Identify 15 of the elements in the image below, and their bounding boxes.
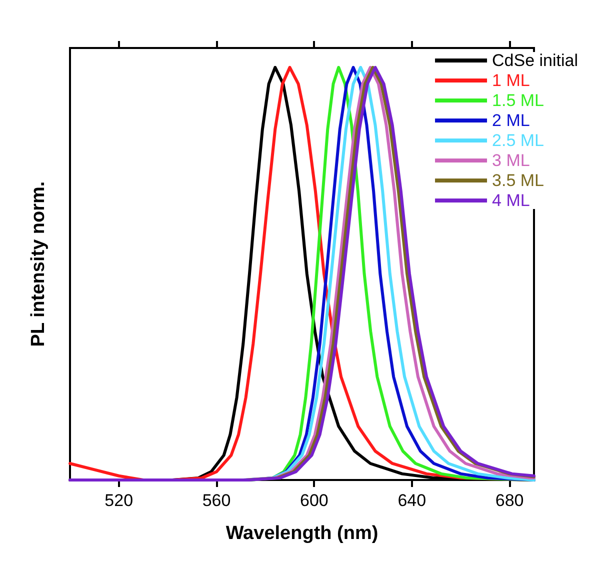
x-tick-label: 640 — [398, 491, 426, 510]
legend-label: 2.5 ML — [492, 131, 544, 150]
legend-label: 1 ML — [492, 71, 530, 90]
x-tick-label: 520 — [104, 491, 134, 510]
x-tick-label: 600 — [300, 491, 328, 510]
legend-label: 3 ML — [492, 151, 530, 170]
legend-label: CdSe initial — [492, 51, 578, 70]
y-axis-title: PL intensity norm. — [28, 181, 49, 347]
x-axis-title: Wavelength (nm) — [226, 523, 378, 544]
legend-label: 2 ML — [492, 111, 530, 130]
x-tick-label: 560 — [202, 491, 231, 510]
legend-label: 3.5 ML — [492, 171, 544, 190]
legend-label: 1.5 ML — [492, 91, 544, 110]
x-tick-label: 680 — [495, 491, 524, 510]
legend-label: 4 ML — [492, 191, 530, 210]
